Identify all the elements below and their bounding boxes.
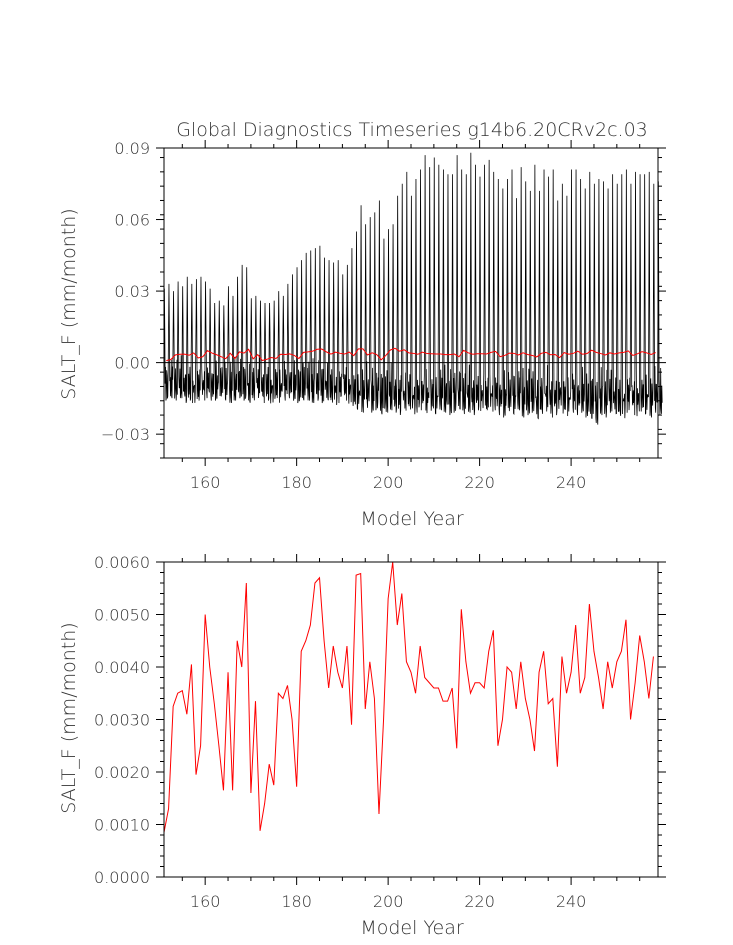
chart-title: Global Diagnostics Timeseries g14b6.20CR…: [176, 119, 648, 141]
bottom-annual-mean-line: [163, 561, 654, 833]
monthly-line: [163, 152, 663, 425]
top-y-axis-title: SALT_F (mm/month): [58, 208, 80, 399]
y-tick-label: 0.09: [114, 139, 150, 158]
top-plot-frame: [163, 147, 659, 459]
bottom-plot-frame: [163, 561, 659, 878]
y-tick-label: 0.0030: [94, 711, 150, 730]
top-annual-mean-line: [166, 347, 656, 362]
x-tick-label: 240: [556, 892, 587, 911]
y-tick-label: 0.03: [114, 282, 150, 301]
top-axis-ticks: [156, 140, 666, 466]
bottom-x-tick-labels: 160 180 200 220 240: [190, 892, 586, 911]
bottom-axis-ticks: [156, 554, 666, 885]
y-tick-label: 0.0010: [94, 816, 150, 835]
y-tick-label: 0.0050: [94, 606, 150, 625]
x-tick-label: 240: [556, 473, 587, 492]
x-tick-label: 200: [373, 892, 404, 911]
y-tick-label: 0.06: [114, 211, 150, 230]
top-x-tick-labels: 160 180 200 220 240: [190, 473, 586, 492]
bottom-y-axis-title: SALT_F (mm/month): [58, 622, 80, 813]
x-tick-label: 200: [373, 473, 404, 492]
x-tick-label: 180: [281, 473, 312, 492]
bottom-y-tick-labels: 0.0000 0.0010 0.0020 0.0030 0.0040 0.0050 0.00…: [94, 553, 150, 887]
x-tick-label: 160: [190, 473, 221, 492]
y-tick-label: 0.00: [114, 354, 150, 373]
x-tick-label: 220: [464, 473, 495, 492]
chart-bottom: 160 180 200 220 240 0.0000 0.0010 0.0020 0.0030…: [58, 553, 666, 939]
x-tick-label: 180: [281, 892, 312, 911]
x-tick-label: 220: [464, 892, 495, 911]
y-tick-label: −0.03: [101, 425, 150, 444]
top-y-tick-labels: −0.03 0.00 0.03 0.06 0.09: [101, 139, 150, 444]
y-tick-label: 0.0060: [94, 553, 150, 572]
y-tick-label: 0.0020: [94, 763, 150, 782]
chart-top: Global Diagnostics Timeseries g14b6.20CR…: [58, 119, 666, 530]
top-monthly-series: [163, 152, 663, 425]
bottom-x-axis-title: Model Year: [360, 917, 464, 939]
x-tick-label: 160: [190, 892, 221, 911]
y-tick-label: 0.0000: [94, 868, 150, 887]
y-tick-label: 0.0040: [94, 658, 150, 677]
top-x-axis-title: Model Year: [360, 508, 464, 530]
